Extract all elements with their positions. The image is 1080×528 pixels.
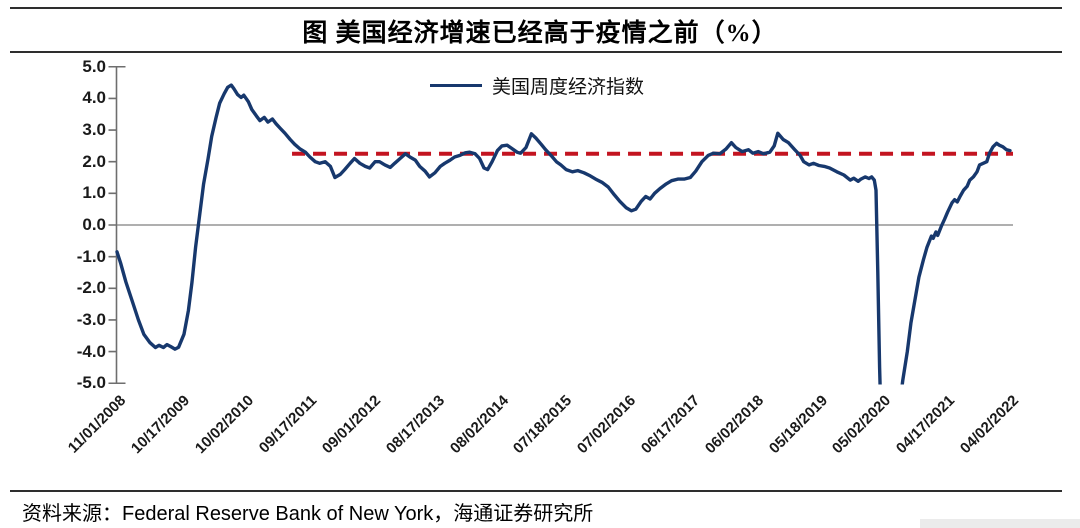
legend: 美国周度经济指数: [430, 72, 644, 99]
legend-label: 美国周度经济指数: [492, 77, 645, 98]
y-axis-tick-label: -2.0: [76, 278, 106, 298]
source-latin: Federal Reserve Bank of New York: [122, 503, 434, 525]
y-axis-tick-label: 1.0: [82, 183, 106, 203]
figure-title: 图 美国经济增速已经高于疫情之前（%）: [302, 20, 778, 47]
y-axis: [108, 65, 126, 385]
y-axis-tick-label: -4.0: [76, 341, 106, 361]
title-top-rule: [10, 7, 1062, 9]
source-note: 资料来源：Federal Reserve Bank of New York，海通…: [22, 497, 593, 526]
y-axis-tick-label: -5.0: [76, 373, 106, 393]
page-corner-bar: [920, 519, 1080, 528]
y-axis-tick-label: -1.0: [76, 246, 106, 266]
y-axis-tick-label: 4.0: [82, 88, 106, 108]
y-axis-tick-label: 5.0: [82, 56, 106, 76]
y-axis-tick-label: 2.0: [82, 151, 106, 171]
source-prefix: 资料来源：: [22, 503, 122, 525]
title-bottom-rule: [10, 51, 1062, 53]
y-axis-tick-label: 3.0: [82, 120, 106, 140]
legend-line-swatch: [430, 83, 482, 88]
series-line: [115, 83, 1012, 385]
source-suffix: ，海通证券研究所: [433, 503, 594, 525]
y-axis-tick-label: -3.0: [76, 309, 106, 329]
footer-rule: [10, 490, 1062, 492]
y-axis-tick-label: 0.0: [82, 215, 106, 234]
